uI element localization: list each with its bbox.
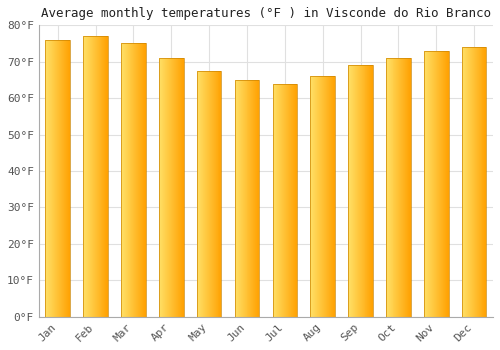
Bar [197,71,222,317]
Title: Average monthly temperatures (°F ) in Visconde do Rio Branco: Average monthly temperatures (°F ) in Vi… [41,7,491,20]
Bar [386,58,410,317]
Bar [84,36,108,317]
Bar [272,84,297,317]
Bar [462,47,486,317]
Bar [121,43,146,317]
Bar [424,51,448,317]
Bar [46,40,70,317]
Bar [159,58,184,317]
Bar [310,76,335,317]
Bar [348,65,373,317]
Bar [234,80,260,317]
